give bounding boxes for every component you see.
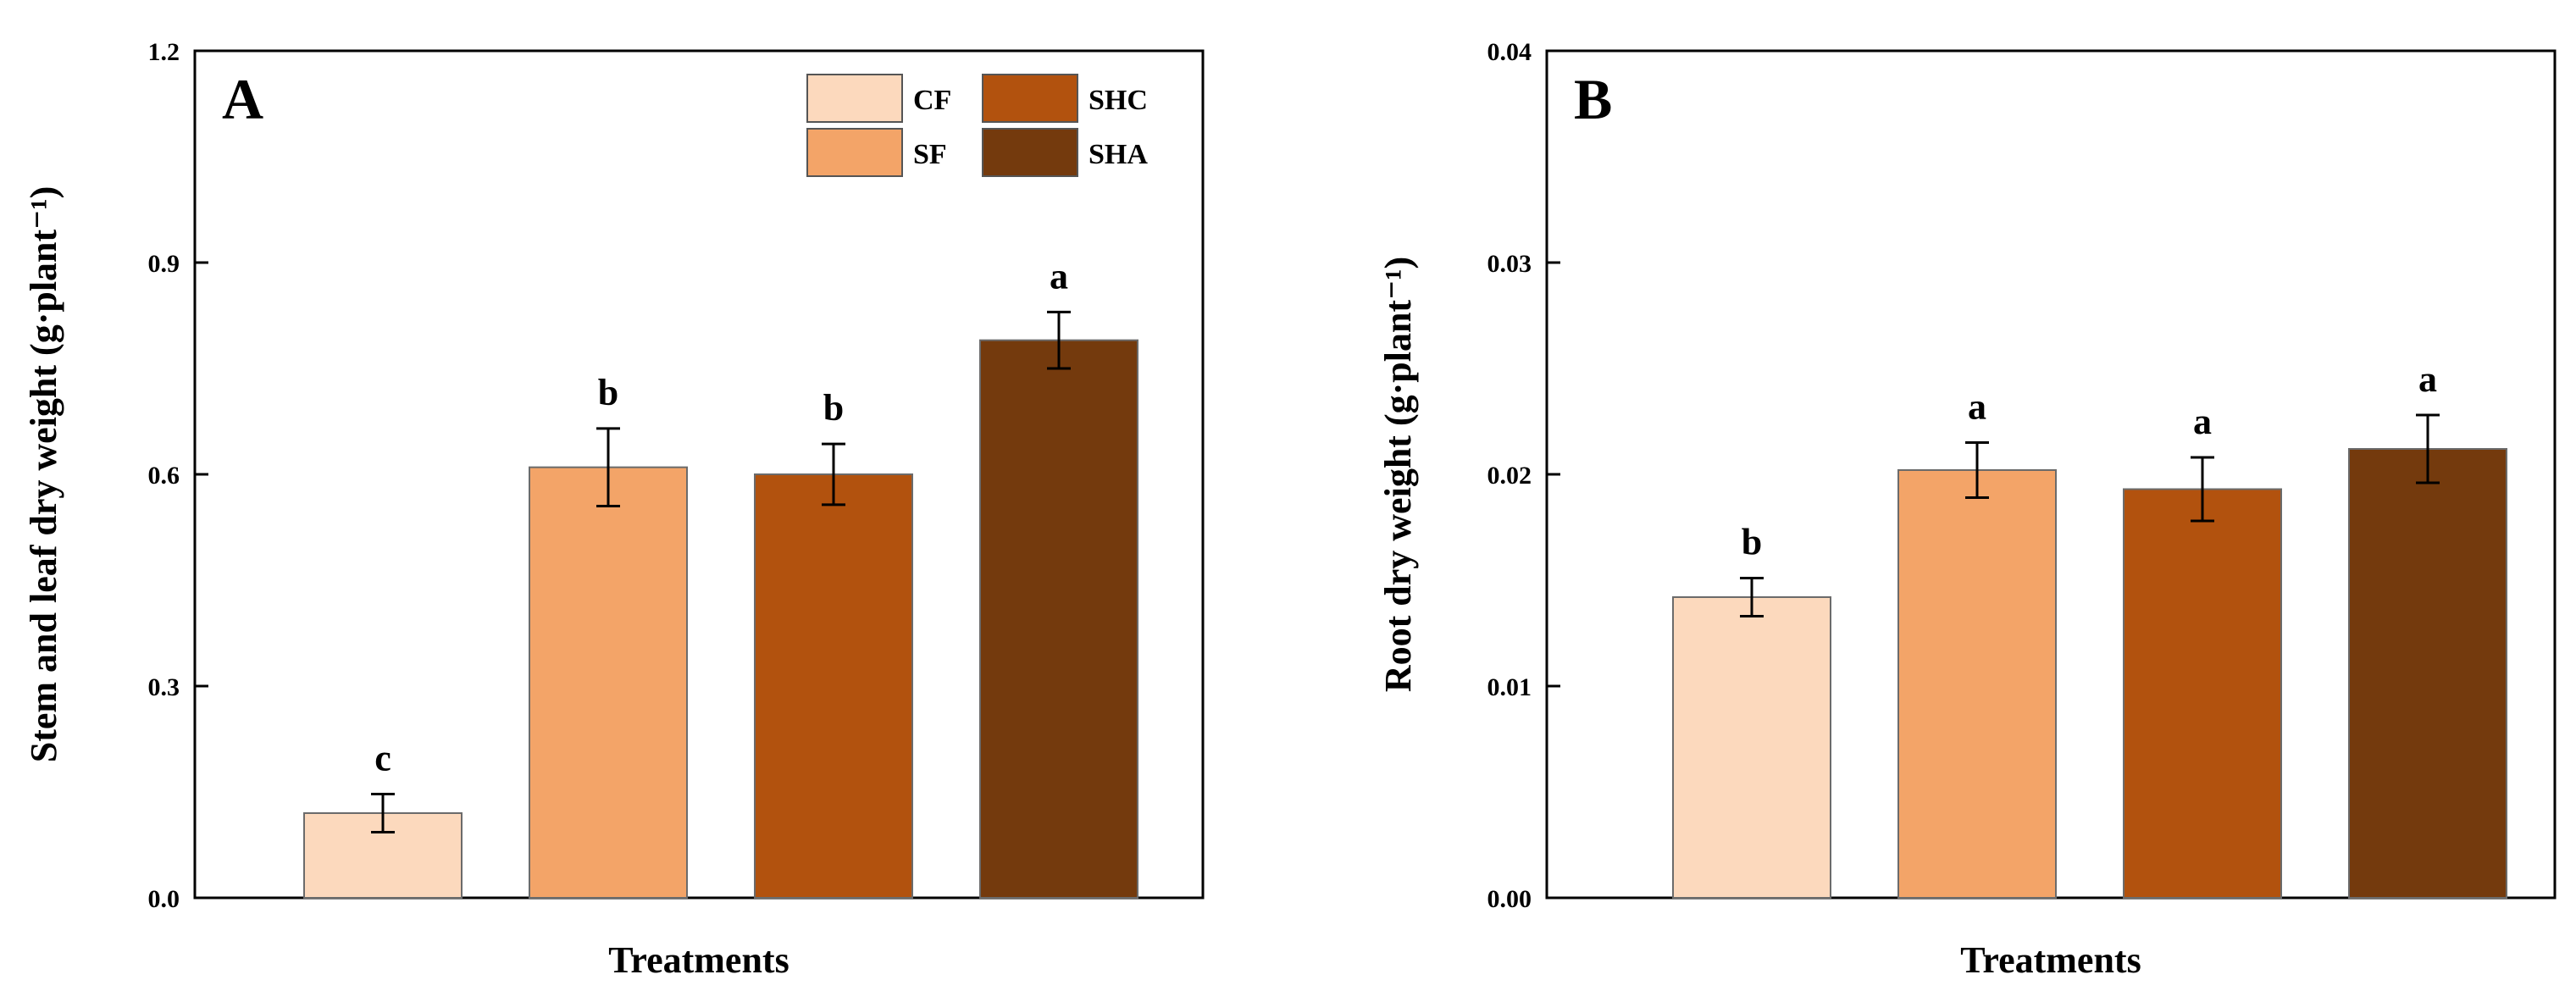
y-tick-label-b: 0.01 — [1487, 673, 1532, 701]
bars-b: b a a a — [1672, 358, 2507, 899]
bar-shc — [2123, 488, 2282, 899]
error-bar-cf — [371, 793, 395, 833]
panel-letter-b: B — [1574, 67, 1612, 131]
bars-a: c b b a — [303, 255, 1138, 900]
significance-label-shc: a — [2193, 401, 2212, 442]
y-tick-label-b: 0.04 — [1487, 38, 1532, 66]
y-tick-label-a: 1.2 — [148, 38, 180, 66]
legend-label-sf: SF — [913, 139, 947, 170]
legend-swatch-sha — [982, 128, 1078, 177]
significance-label-cf: c — [374, 738, 391, 779]
error-bar-cf — [1740, 577, 1764, 617]
panel-b: 0.00 0.01 0.02 0.03 0.04 b a a a B Treatments R… — [1377, 38, 2557, 981]
x-axis-title-b: Treatments — [1960, 939, 2141, 981]
significance-label-shc: b — [823, 387, 844, 429]
panel-letter-a: A — [222, 67, 263, 131]
bar-sha — [2348, 448, 2507, 899]
error-bar-sha — [1047, 310, 1071, 370]
y-tick-label-a: 0.3 — [148, 673, 180, 701]
significance-label-sha: a — [2418, 358, 2437, 400]
bar-sf — [529, 466, 688, 900]
legend-swatch-shc — [982, 74, 1078, 123]
error-bar-sf — [1965, 441, 1989, 499]
y-tick-label-a: 0.6 — [148, 462, 180, 490]
y-tick-label-b: 0.03 — [1487, 250, 1532, 278]
panel-a: 0.0 0.3 0.6 0.9 1.2 c b b a A Treatments Stem a… — [23, 38, 1205, 981]
y-tick-label-b: 0.02 — [1487, 462, 1532, 490]
y-tick-label-b: 0.00 — [1487, 885, 1532, 913]
legend-label-shc: SHC — [1089, 85, 1148, 116]
y-axis-ticks-a: 0.0 0.3 0.6 0.9 1.2 — [148, 38, 208, 913]
error-bar-shc — [2191, 456, 2214, 523]
x-axis-title-a: Treatments — [608, 939, 789, 981]
y-axis-title-a: Stem and leaf dry weight (g·plant⁻¹) — [23, 186, 64, 763]
bar-cf — [1672, 596, 1831, 899]
legend-label-sha: SHA — [1089, 139, 1148, 170]
error-bar-sf — [596, 427, 620, 507]
bar-sha — [979, 339, 1138, 899]
legend-swatch-cf — [806, 74, 903, 123]
error-bar-sha — [2416, 413, 2440, 484]
y-axis-title-b: Root dry weight (g·plant⁻¹) — [1377, 257, 1419, 692]
legend: CF SHC SF SHA — [806, 74, 1148, 177]
legend-swatch-sf — [806, 128, 903, 177]
y-tick-label-a: 0.9 — [148, 250, 180, 278]
y-tick-label-a: 0.0 — [148, 885, 180, 913]
error-bar-shc — [822, 442, 845, 507]
significance-label-cf: b — [1742, 522, 1762, 563]
legend-label-cf: CF — [913, 85, 951, 116]
bar-shc — [754, 473, 913, 899]
y-axis-ticks-b: 0.00 0.01 0.02 0.03 0.04 — [1487, 38, 1560, 913]
bar-sf — [1897, 469, 2057, 899]
significance-label-sf: b — [598, 372, 618, 413]
significance-label-sf: a — [1968, 386, 1986, 428]
significance-label-sha: a — [1050, 255, 1068, 296]
